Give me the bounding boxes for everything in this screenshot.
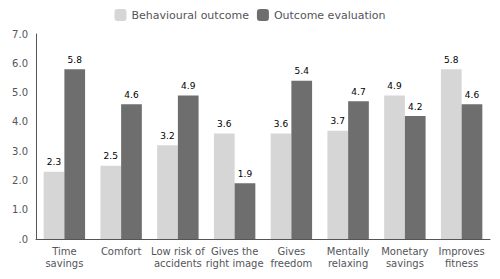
svg-text:6.0: 6.0	[12, 58, 28, 69]
svg-text:4.9: 4.9	[181, 81, 196, 91]
svg-text:savings: savings	[386, 258, 424, 269]
svg-text:savings: savings	[45, 258, 83, 269]
svg-text:relaxing: relaxing	[328, 258, 368, 269]
svg-text:5.8: 5.8	[444, 55, 459, 65]
svg-text:4.9: 4.9	[387, 81, 402, 91]
svg-text:.0: .0	[18, 234, 28, 245]
svg-text:4.6: 4.6	[465, 90, 480, 100]
svg-text:4.2: 4.2	[408, 102, 422, 112]
svg-text:accidents: accidents	[154, 258, 202, 269]
svg-text:3.2: 3.2	[160, 131, 174, 141]
svg-text:Monetary: Monetary	[381, 246, 428, 257]
svg-text:Improves: Improves	[438, 246, 484, 257]
svg-text:Outcome evaluation: Outcome evaluation	[274, 9, 386, 22]
svg-text:Comfort: Comfort	[101, 246, 142, 257]
svg-text:7.0: 7.0	[12, 29, 28, 40]
svg-text:4.6: 4.6	[124, 90, 139, 100]
svg-text:5.0: 5.0	[12, 87, 28, 98]
svg-text:4.0: 4.0	[12, 116, 28, 127]
svg-text:5.8: 5.8	[68, 55, 83, 65]
svg-text:Low risk of: Low risk of	[151, 246, 205, 257]
svg-text:Behavioural outcome: Behavioural outcome	[132, 9, 250, 22]
svg-text:3.6: 3.6	[274, 119, 289, 129]
svg-text:2.3: 2.3	[47, 157, 61, 167]
svg-text:freedom: freedom	[270, 258, 312, 269]
svg-text:3.7: 3.7	[331, 116, 345, 126]
svg-text:Mentally: Mentally	[327, 246, 370, 257]
svg-text:right image: right image	[206, 258, 264, 269]
svg-text:2.0: 2.0	[12, 175, 28, 186]
svg-text:5.4: 5.4	[295, 66, 310, 76]
svg-text:1.9: 1.9	[238, 169, 253, 179]
svg-text:Gives the: Gives the	[211, 246, 258, 257]
svg-text:Gives: Gives	[277, 246, 305, 257]
svg-text:3.6: 3.6	[217, 119, 232, 129]
svg-text:1.0: 1.0	[12, 204, 28, 215]
svg-text:Time: Time	[51, 246, 76, 257]
svg-text:2.5: 2.5	[104, 151, 118, 161]
svg-text:fitness: fitness	[445, 258, 478, 269]
svg-text:3.0: 3.0	[12, 146, 28, 157]
svg-text:4.7: 4.7	[351, 87, 365, 97]
